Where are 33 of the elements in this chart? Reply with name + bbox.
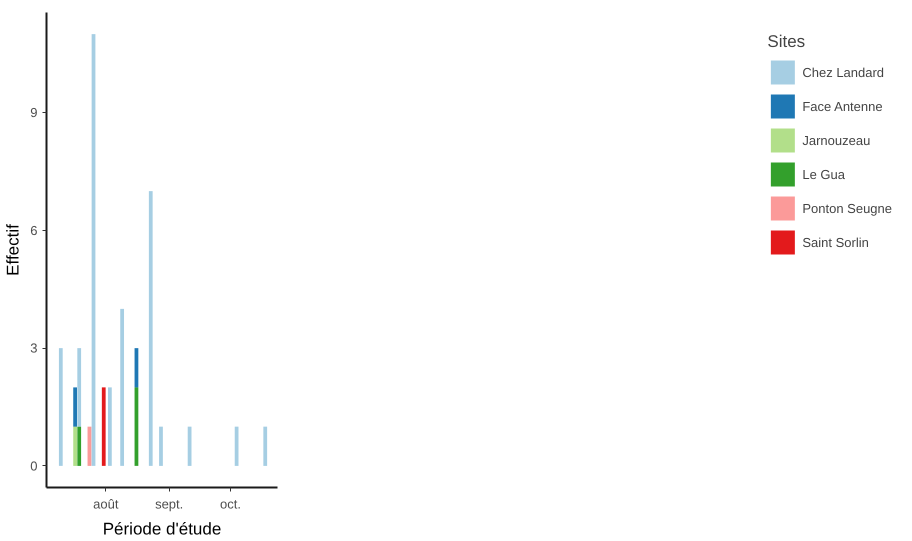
- x-axis-title: Période d'étude: [102, 520, 222, 538]
- x-tick-label: août: [93, 496, 119, 512]
- legend-label: Chez Landard: [802, 64, 884, 80]
- bar: [108, 387, 112, 466]
- bar: [88, 426, 92, 466]
- y-tick-label: 9: [30, 105, 38, 120]
- bar: [148, 191, 153, 466]
- bar: [159, 426, 163, 466]
- bar: [92, 34, 96, 466]
- legend-title: Sites: [767, 32, 806, 52]
- legend-label: Ponton Seugne: [802, 200, 892, 216]
- bar: [77, 426, 82, 466]
- bar: [73, 426, 78, 466]
- bar: [188, 426, 192, 466]
- legend-label: Jarnouzeau: [802, 132, 870, 148]
- bar: [120, 308, 124, 466]
- bar: [234, 426, 239, 466]
- bar: [102, 387, 106, 466]
- y-tick-label: 0: [30, 458, 38, 474]
- bar: [263, 426, 268, 466]
- x-tick-label: oct.: [220, 496, 241, 512]
- legend-label: Face Antenne: [802, 98, 883, 114]
- bar: [58, 348, 63, 466]
- y-tick-label: 3: [30, 340, 38, 356]
- x-tick-label: sept.: [155, 496, 184, 512]
- y-axis-title: Effectif: [3, 224, 22, 276]
- bar: [77, 348, 82, 427]
- legend-label: Saint Sorlin: [802, 234, 869, 250]
- bar: [73, 387, 78, 427]
- y-tick-label: 6: [30, 222, 38, 238]
- bar: [134, 348, 138, 388]
- bar: [134, 387, 138, 466]
- legend-label: Le Gua: [802, 166, 846, 182]
